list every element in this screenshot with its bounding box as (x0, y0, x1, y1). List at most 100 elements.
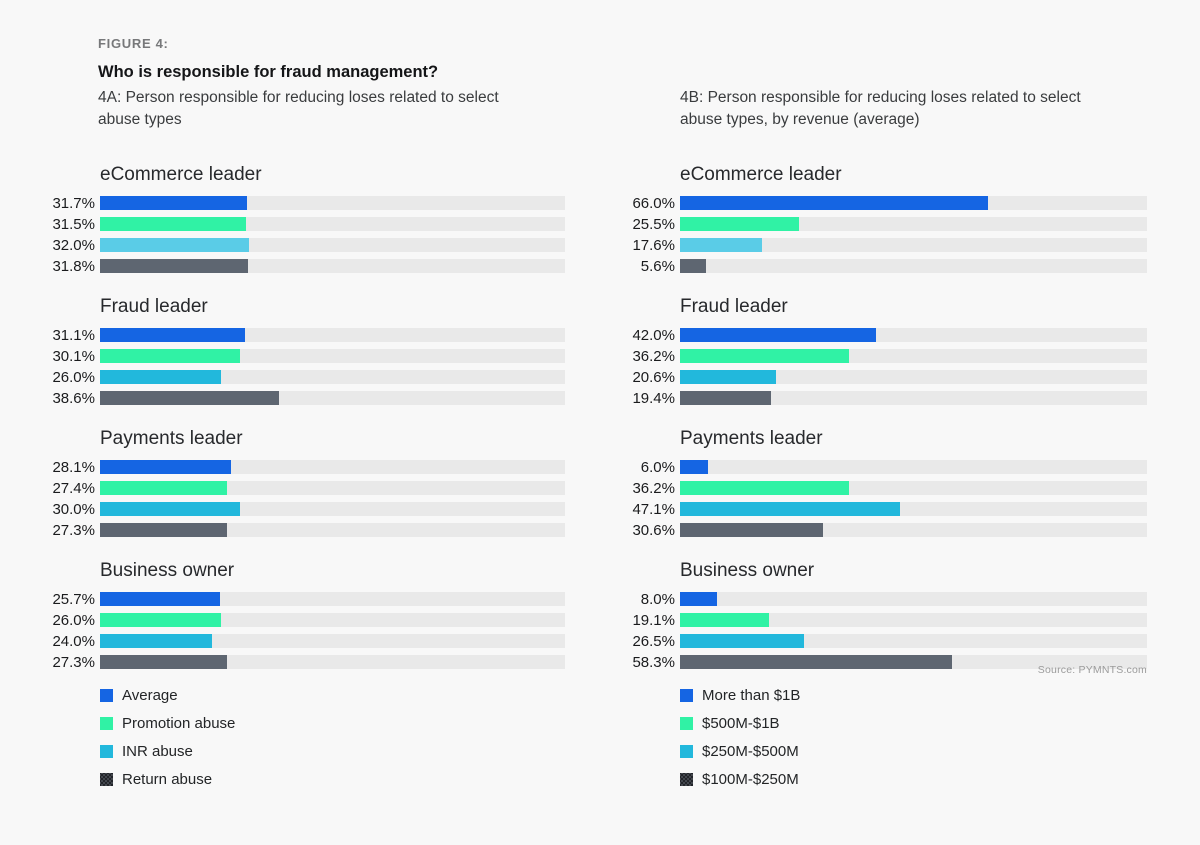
bar-row: 24.0% (27, 632, 565, 650)
bar-row: 32.0% (27, 236, 565, 254)
legend-item: Return abuse (100, 770, 235, 788)
group-heading: Payments leader (100, 428, 243, 449)
bar-row: 19.1% (607, 612, 1147, 629)
bar-fill-return-abuse (100, 655, 227, 669)
bar-track (100, 370, 565, 384)
bar-fill--100m-250m (680, 391, 771, 405)
bar-value-label: 31.5% (52, 215, 95, 233)
chart-group-fraud-leader: Fraud leader 31.1% 30.1% 26.0% 38.6% (27, 295, 565, 407)
subtitle-4a: 4A: Person responsible for reducing lose… (98, 89, 499, 128)
bar-fill--250m-500m (680, 238, 763, 252)
bar-value-label: 36.2% (632, 479, 675, 497)
bar-fill-more-than-1b (680, 328, 877, 342)
bar-track (680, 370, 1147, 384)
bar-track (100, 502, 565, 516)
bar-row: 26.0% (27, 369, 565, 386)
bar-row: 58.3% (607, 654, 1147, 671)
bar-fill--100m-250m (680, 259, 707, 273)
chart-group-payments-leader: Payments leader 28.1% 27.4% 30.0% 27.3% (27, 427, 565, 539)
bar-row: 5.6% (607, 257, 1147, 275)
subtitle-4b: 4B: Person responsible for reducing lose… (680, 89, 1081, 128)
bar-row: 30.6% (607, 522, 1147, 539)
bar-fill--500m-1b (680, 613, 770, 627)
bar-fill--250m-500m (680, 502, 900, 516)
chart-4a: eCommerce leader 31.7% 31.5% 32.0% 31.8% Frau… (27, 163, 565, 691)
bar-fill-more-than-1b (680, 460, 709, 474)
bar-value-label: 17.6% (632, 236, 675, 254)
bar-fill-average (100, 196, 248, 210)
bar-row: 36.2% (607, 348, 1147, 365)
bar-track (680, 328, 1147, 342)
bar-track (680, 655, 1147, 669)
legend-item: $500M-$1B (680, 716, 800, 731)
bar-track (680, 460, 1147, 474)
bar-value-label: 24.0% (52, 632, 95, 650)
bar-row: 27.4% (27, 480, 565, 497)
bar-fill--500m-1b (680, 481, 850, 495)
bar-track (680, 217, 1147, 231)
legend-label: Return abuse (122, 770, 213, 788)
legend-swatch-icon (680, 772, 693, 786)
group-heading: eCommerce leader (100, 164, 262, 185)
bar-track (100, 634, 565, 648)
bar-track (100, 481, 565, 495)
bar-value-label: 28.1% (52, 458, 95, 476)
bar-value-label: 26.5% (632, 632, 675, 650)
bar-track (680, 196, 1147, 210)
group-heading: Business owner (680, 560, 815, 581)
chart-group-fraud-leader: Fraud leader 42.0% 36.2% 20.6% 19.4% (607, 295, 1147, 407)
chart-group-ecommerce-leader: eCommerce leader 31.7% 31.5% 32.0% 31.8% (27, 163, 565, 275)
legend-label: Promotion abuse (122, 714, 236, 732)
bar-fill--100m-250m (680, 523, 823, 537)
bar-fill-average (100, 460, 231, 474)
bar-track (100, 460, 565, 474)
bar-row: 8.0% (607, 591, 1147, 608)
group-heading: Fraud leader (680, 296, 788, 317)
bar-fill-inr-abuse (100, 502, 240, 516)
group-heading: eCommerce leader (680, 164, 842, 185)
bar-fill-promotion-abuse (100, 217, 247, 231)
bar-row: 38.6% (27, 389, 565, 407)
chart-group-ecommerce-leader: eCommerce leader 66.0% 25.5% 17.6% 5.6% (607, 163, 1147, 275)
bar-value-label: 32.0% (52, 236, 95, 254)
bar-row: 26.0% (27, 612, 565, 629)
page-title: Who is responsible for fraud management? (98, 63, 439, 81)
bar-value-label: 30.0% (52, 500, 95, 518)
legend-swatch-icon (100, 772, 113, 786)
bar-fill--500m-1b (680, 217, 800, 231)
source-credit: Source: PYMNTS.com (1037, 664, 1147, 676)
legend-swatch-icon (680, 688, 693, 702)
legend-4b: More than $1B $500M-$1B $250M-$500M $100M-$… (680, 688, 800, 800)
bar-value-label: 25.5% (632, 215, 675, 233)
bar-row: 25.7% (27, 591, 565, 608)
bar-track (100, 391, 565, 405)
group-heading: Payments leader (680, 428, 823, 449)
bar-track (100, 523, 565, 537)
bar-fill-more-than-1b (680, 196, 989, 210)
bar-value-label: 42.0% (632, 326, 675, 344)
legend-label: INR abuse (122, 742, 193, 760)
bar-row: 27.3% (27, 654, 565, 671)
bar-value-label: 5.6% (640, 257, 675, 275)
bar-row: 42.0% (607, 326, 1147, 344)
bar-value-label: 47.1% (632, 500, 675, 518)
legend-swatch-icon (100, 716, 113, 730)
bar-fill--500m-1b (680, 349, 850, 363)
bar-value-label: 31.1% (52, 326, 95, 344)
bar-value-label: 19.4% (632, 389, 675, 407)
bar-fill-inr-abuse (100, 238, 249, 252)
chart-group-business-owner: Business owner 25.7% 26.0% 24.0% 27.3% (27, 559, 565, 671)
bar-row: 28.1% (27, 458, 565, 476)
legend-item: Promotion abuse (100, 714, 236, 732)
bar-row: 31.1% (27, 326, 565, 344)
chart-group-payments-leader: Payments leader 6.0% 36.2% 47.1% 30.6% (607, 427, 1147, 539)
chart-group-business-owner: Business owner 8.0% 19.1% 26.5% 58.3% (607, 559, 1147, 671)
legend-swatch-icon (100, 688, 113, 702)
bar-value-label: 38.6% (52, 389, 95, 407)
bar-fill-return-abuse (100, 523, 227, 537)
legend-label: More than $1B (702, 686, 801, 704)
bar-row: 47.1% (607, 500, 1147, 518)
bar-fill-average (100, 592, 220, 606)
bar-row: 27.3% (27, 522, 565, 539)
bar-fill--250m-500m (680, 370, 777, 384)
